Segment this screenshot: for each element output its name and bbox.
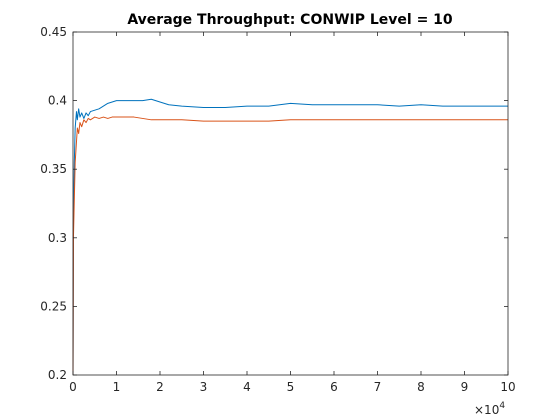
y-tick-label: 0.3 xyxy=(48,231,67,245)
x-tick-label: 5 xyxy=(287,380,295,394)
y-axis: 0.2 0.25 0.3 0.35 0.4 0.45 xyxy=(40,25,508,382)
chart-title: Average Throughput: CONWIP Level = 10 xyxy=(127,12,453,28)
y-tick-label: 0.4 xyxy=(48,94,67,108)
plot-area xyxy=(73,32,508,375)
x-tick-label: 6 xyxy=(330,380,338,394)
x-tick-label: 2 xyxy=(156,380,164,394)
x-exponent-power: 4 xyxy=(499,401,505,411)
x-tick-label: 0 xyxy=(69,380,77,394)
x-exponent-base: ×10 xyxy=(474,403,499,417)
y-tick-label: 0.45 xyxy=(40,25,67,39)
x-tick-label: 4 xyxy=(243,380,251,394)
x-tick-label: 10 xyxy=(500,380,515,394)
y-tick-label: 0.25 xyxy=(40,299,67,313)
x-tick-label: 1 xyxy=(113,380,121,394)
series-line-2 xyxy=(72,116,508,376)
series-layer xyxy=(72,98,508,376)
x-tick-label: 8 xyxy=(417,380,425,394)
x-tick-label: 3 xyxy=(200,380,208,394)
x-tick-label: 9 xyxy=(461,380,469,394)
series-line-1 xyxy=(72,98,508,376)
x-axis: 0 1 2 3 4 5 6 7 8 9 10 xyxy=(69,32,516,394)
x-tick-label: 7 xyxy=(374,380,382,394)
x-exponent-label: ×104 xyxy=(474,401,505,417)
y-tick-label: 0.35 xyxy=(40,162,67,176)
y-tick-label: 0.2 xyxy=(48,368,67,382)
